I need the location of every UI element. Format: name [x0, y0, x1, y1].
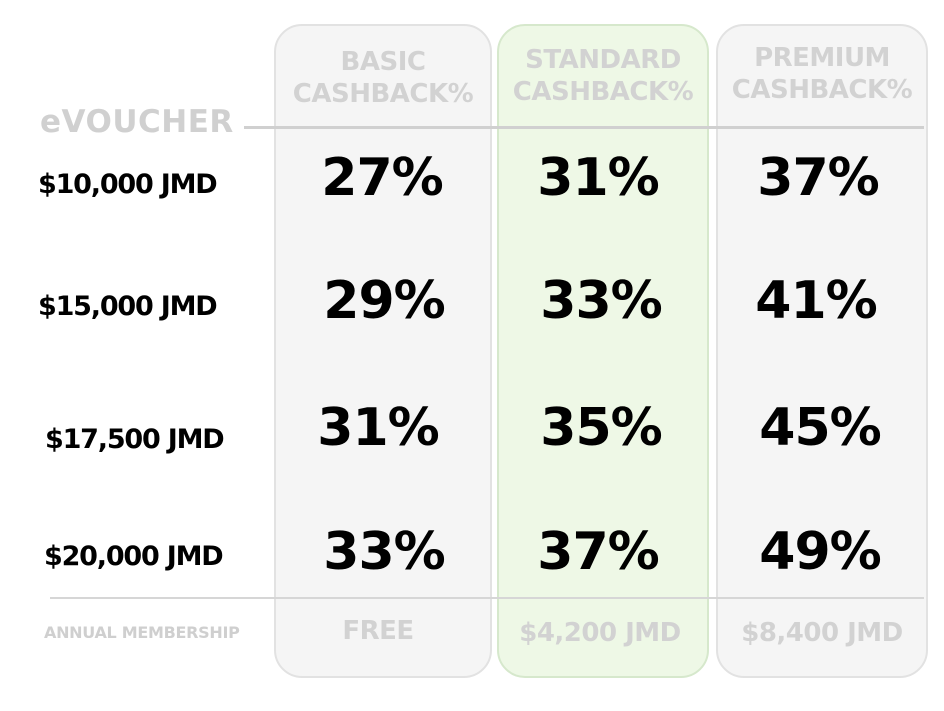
basic-plan-subtitle: CASHBACK% [292, 79, 474, 109]
header-divider [244, 126, 924, 129]
value-standard-20000: 37% [537, 522, 659, 582]
value-premium-15000: 41% [755, 271, 877, 331]
standard-price: $4,200 JMD [519, 618, 681, 648]
premium-plan-column: PREMIUM CASHBACK% [716, 24, 928, 678]
value-premium-10000: 37% [757, 148, 879, 208]
value-basic-20000: 33% [323, 522, 445, 582]
basic-price: FREE [342, 616, 414, 646]
premium-plan-name: PREMIUM [754, 43, 890, 73]
standard-plan-header: STANDARD CASHBACK% [499, 44, 707, 108]
value-basic-15000: 29% [323, 271, 445, 331]
standard-plan-name: STANDARD [525, 45, 681, 75]
annual-membership-label: ANNUAL MEMBERSHIP [44, 623, 240, 642]
value-premium-17500: 45% [759, 398, 881, 458]
basic-plan-header: BASIC CASHBACK% [276, 46, 490, 110]
premium-price: $8,400 JMD [741, 618, 903, 648]
footer-divider [50, 597, 924, 599]
basic-plan-name: BASIC [340, 47, 426, 77]
standard-plan-subtitle: CASHBACK% [512, 77, 694, 107]
value-premium-20000: 49% [759, 522, 881, 582]
evoucher-header: eVOUCHER [40, 104, 234, 140]
value-standard-15000: 33% [540, 271, 662, 331]
basic-plan-column: BASIC CASHBACK% [274, 24, 492, 678]
value-basic-10000: 27% [321, 148, 443, 208]
premium-plan-header: PREMIUM CASHBACK% [718, 42, 926, 106]
row-label-17500: $17,500 JMD [45, 424, 225, 455]
standard-plan-column: STANDARD CASHBACK% [497, 24, 709, 678]
value-standard-10000: 31% [537, 148, 659, 208]
row-label-10000: $10,000 JMD [38, 169, 218, 200]
premium-plan-subtitle: CASHBACK% [731, 75, 913, 105]
row-label-15000: $15,000 JMD [38, 291, 218, 322]
value-standard-17500: 35% [540, 398, 662, 458]
value-basic-17500: 31% [317, 398, 439, 458]
row-label-20000: $20,000 JMD [44, 541, 224, 572]
